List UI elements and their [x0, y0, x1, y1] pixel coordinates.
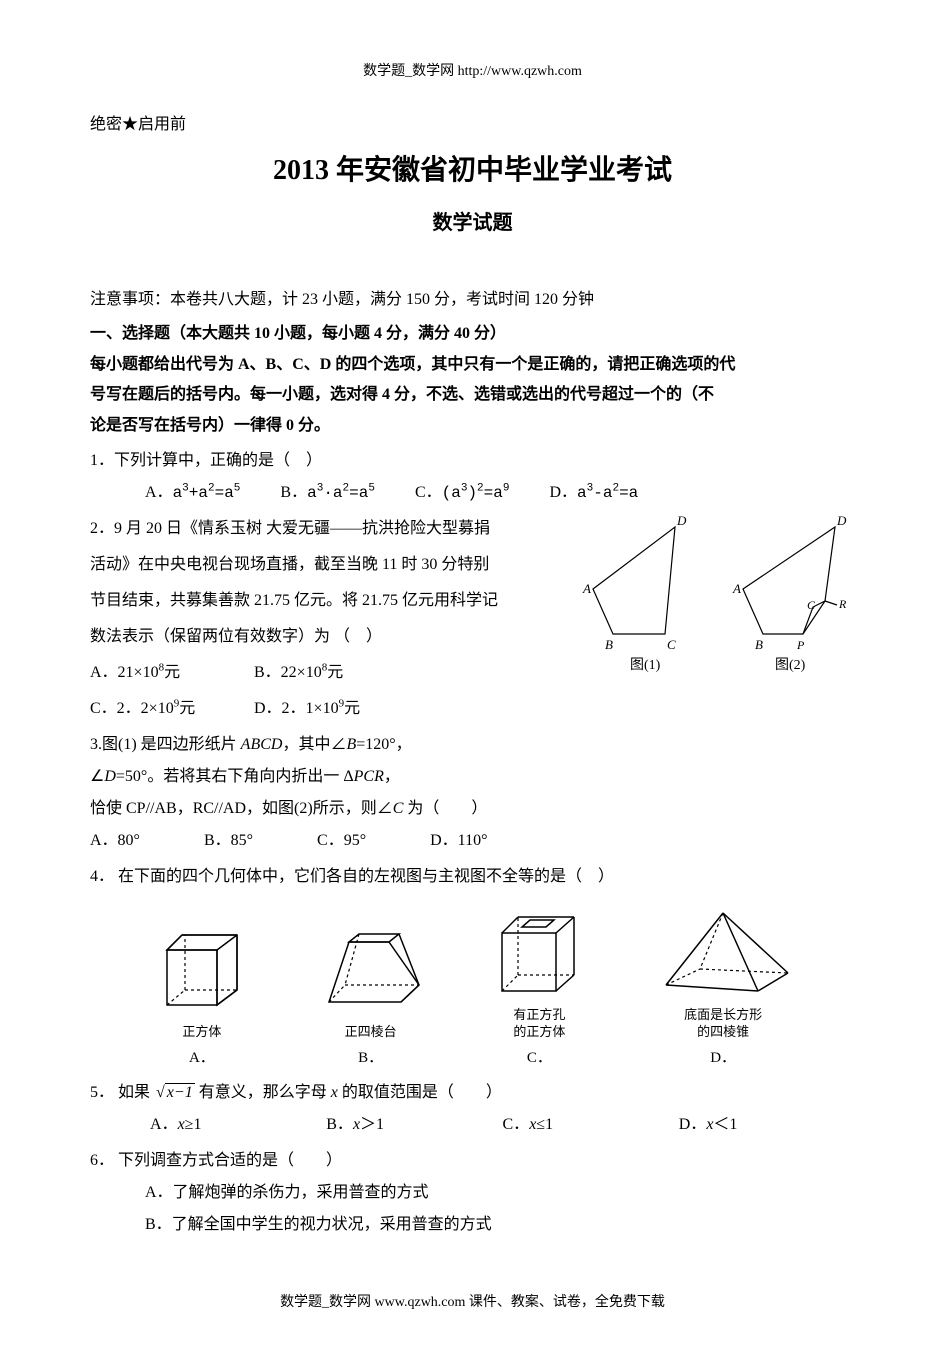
q2-line1: 2．9 月 20 日《情系玉树 大爱无疆——抗洪抢险大型募捐 [90, 513, 575, 545]
q2-options-row1: A．21×108元 B．22×108元 [90, 657, 575, 689]
question-3: 3.图(1) 是四边形纸片 ABCD，其中∠B=120°， ∠D=50°。若将其… [90, 729, 855, 857]
q5-stem-post: 有意义，那么字母 x 的取值范围是（ ） [199, 1084, 502, 1101]
q4-shapes-row: 正方体 A． 正四棱 [90, 903, 855, 1073]
header-site-line: 数学题_数学网 http://www.qzwh.com [90, 60, 855, 80]
subtitle: 数学试题 [90, 206, 855, 235]
exam-notice: 注意事项：本卷共八大题，计 23 小题，满分 150 分，考试时间 120 分钟 [90, 285, 855, 315]
shape-cube-hole: 有正方孔 的正方体 C． [484, 903, 594, 1073]
pyramid-svg [648, 903, 798, 1003]
fig1-label-D: D [676, 513, 687, 528]
q1-option-a: A．a3+a2=a5 [145, 477, 240, 509]
question-4: 4． 在下面的四个几何体中，它们各自的左视图与主视图不全等的是（ ） [90, 861, 855, 1073]
q1-option-d: D．a3-a2=a [549, 477, 638, 509]
pyramid-caption-1: 底面是长方形 [648, 1007, 798, 1024]
q3-option-d: D．110° [430, 825, 487, 857]
q3-option-b: B．85° [204, 825, 253, 857]
frustum-svg [311, 920, 431, 1020]
q4-stem: 4． 在下面的四个几何体中，它们各自的左视图与主视图不全等的是（ ） [90, 861, 855, 893]
q2-option-b: B．22×108元 [254, 657, 414, 689]
q1-option-c: C．(a3)2=a9 [415, 477, 510, 509]
q3-line3: 恰使 CP//AB，RC//AD，如图(2)所示，则∠C 为（ ） [90, 793, 855, 825]
quad-figures-svg: A B C D 图(1) A B C D P R [575, 509, 855, 679]
q2-options-row2: C．2．2×109元 D．2．1×109元 [90, 693, 575, 725]
question-5: 5． 如果 √x−1 有意义，那么字母 x 的取值范围是（ ） A．x≥1 B．… [90, 1077, 855, 1141]
q2-line4: 数法表示（保留两位有效数字）为 （ ） [90, 621, 575, 653]
main-title: 2013 年安徽省初中毕业学业考试 [90, 148, 855, 188]
q5-option-d: D．x＜1 [679, 1109, 855, 1141]
shape-frustum: 正四棱台 B． [311, 920, 431, 1073]
q5-option-c: C．x≤1 [503, 1109, 679, 1141]
fig1-caption: 图(1) [630, 658, 661, 673]
cube-hole-caption-1: 有正方孔 [484, 1007, 594, 1024]
q6-option-b: B．了解全国中学生的视力状况，采用普查的方式 [90, 1209, 855, 1241]
question-2-row: 2．9 月 20 日《情系玉树 大爱无疆——抗洪抢险大型募捐 活动》在中央电视台… [90, 509, 855, 725]
radicand: x−1 [165, 1083, 195, 1101]
fig2-label-D: D [836, 513, 847, 528]
q2-option-d: D．2．1×109元 [254, 693, 414, 725]
fig1-label-B: B [605, 637, 613, 652]
footer-site-line: 数学题_数学网 www.qzwh.com 课件、教案、试卷，全免费下载 [90, 1291, 855, 1311]
fig2-label-B: B [755, 637, 763, 652]
cube-svg [147, 920, 257, 1020]
question-2-text: 2．9 月 20 日《情系玉树 大爱无疆——抗洪抢险大型募捐 活动》在中央电视台… [90, 509, 575, 725]
q3-line1: 3.图(1) 是四边形纸片 ABCD，其中∠B=120°， [90, 729, 855, 761]
fig2-label-C: C [807, 598, 816, 612]
q5-stem-pre: 5． 如果 [90, 1084, 150, 1101]
figure-pair: A B C D 图(1) A B C D P R [575, 509, 855, 679]
section-heading: 一、选择题（本大题共 10 小题，每小题 4 分，满分 40 分） [90, 319, 855, 349]
instructions-line-1: 每小题都给出代号为 A、B、C、D 的四个选项，其中只有一个是正确的，请把正确选… [90, 350, 855, 380]
q5-option-a: A．x≥1 [150, 1109, 326, 1141]
pyramid-letter: D． [648, 1043, 798, 1073]
frustum-caption: 正四棱台 [311, 1024, 431, 1041]
frustum-letter: B． [311, 1043, 431, 1073]
cube-caption: 正方体 [147, 1024, 257, 1041]
fig2-label-P: P [796, 638, 805, 652]
q2-option-a: A．21×108元 [90, 657, 250, 689]
fig2-caption: 图(2) [775, 658, 806, 673]
fig1-label-C: C [667, 637, 676, 652]
q2-option-c: C．2．2×109元 [90, 693, 250, 725]
q3-option-c: C．95° [317, 825, 366, 857]
sqrt-icon: √x−1 [154, 1077, 195, 1109]
shape-pyramid: 底面是长方形 的四棱锥 D． [648, 903, 798, 1073]
question-6: 6． 下列调查方式合适的是（ ） A．了解炮弹的杀伤力，采用普查的方式 B．了解… [90, 1145, 855, 1241]
fig2-label-R: R [838, 597, 847, 611]
cube-hole-letter: C． [484, 1043, 594, 1073]
q3-line2: ∠D=50°。若将其右下角向内折出一 ΔPCR， [90, 761, 855, 793]
q1-option-b: B．a3·a2=a5 [280, 477, 375, 509]
q6-option-a: A．了解炮弹的杀伤力，采用普查的方式 [90, 1177, 855, 1209]
cube-letter: A． [147, 1043, 257, 1073]
question-1: 1．下列计算中，正确的是（ ） A．a3+a2=a5 B．a3·a2=a5 C．… [90, 445, 855, 509]
shape-cube: 正方体 A． [147, 920, 257, 1073]
q3-option-a: A．80° [90, 825, 140, 857]
pyramid-caption-2: 的四棱锥 [648, 1024, 798, 1041]
exam-page: 数学题_数学网 http://www.qzwh.com 绝密★启用前 2013 … [0, 0, 945, 1351]
instructions-line-3: 论是否写在括号内）一律得 0 分。 [90, 411, 855, 441]
q2-line3: 节目结束，共募集善款 21.75 亿元。将 21.75 亿元用科学记 [90, 585, 575, 617]
q3-options: A．80° B．85° C．95° D．110° [90, 825, 855, 857]
cube-hole-caption-2: 的正方体 [484, 1024, 594, 1041]
q2-line2: 活动》在中央电视台现场直播，截至当晚 11 时 30 分特别 [90, 549, 575, 581]
cube-hole-svg [484, 903, 594, 1003]
q5-options: A．x≥1 B．x＞1 C．x≤1 D．x＜1 [90, 1109, 855, 1141]
fig2-label-A: A [732, 581, 741, 596]
instructions-line-2: 号写在题后的括号内。每一小题，选对得 4 分，不选、选错或选出的代号超过一个的（… [90, 380, 855, 410]
q6-stem: 6． 下列调查方式合适的是（ ） [90, 1145, 855, 1177]
confidential-label: 绝密★启用前 [90, 110, 855, 134]
fig1-label-A: A [582, 581, 591, 596]
q5-option-b: B．x＞1 [326, 1109, 502, 1141]
q1-stem: 1．下列计算中，正确的是（ ） [90, 445, 855, 477]
q1-options: A．a3+a2=a5 B．a3·a2=a5 C．(a3)2=a9 D．a3-a2… [90, 477, 855, 509]
